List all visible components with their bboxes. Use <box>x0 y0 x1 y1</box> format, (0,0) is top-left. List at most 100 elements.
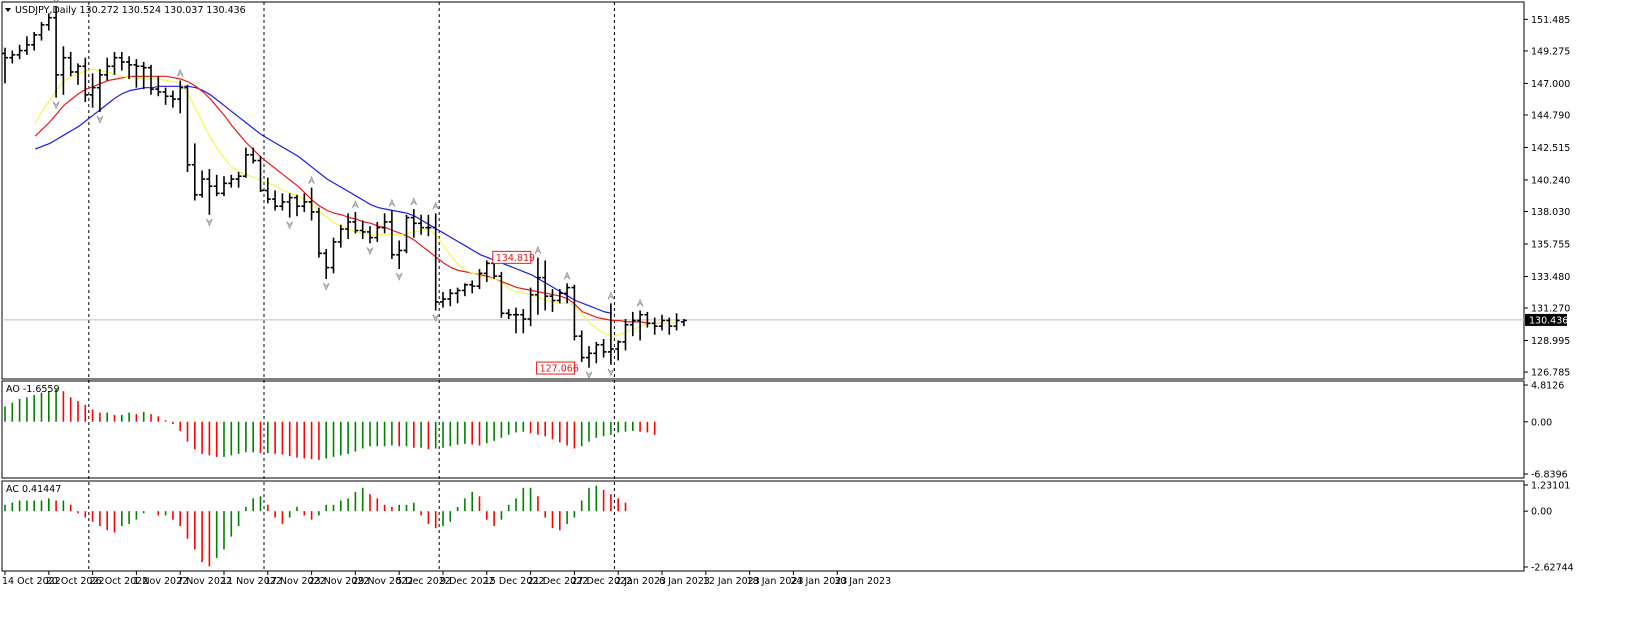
ac-histogram <box>4 485 627 567</box>
price-tick-label: 126.785 <box>1531 368 1570 379</box>
date-label: 15 Dec 2022 <box>484 576 545 587</box>
ma-yellow-line <box>34 68 678 337</box>
indicator-tick-label: 0.00 <box>1531 507 1552 518</box>
ao-histogram <box>4 388 656 460</box>
fractal-down-arrow <box>286 221 293 230</box>
date-label: 6 Jan 2023 <box>659 576 710 587</box>
price-tick-label: 142.515 <box>1531 143 1570 154</box>
ohlc-bar <box>586 346 592 368</box>
ohlc-bar <box>75 63 81 85</box>
ohlc-bar <box>461 283 468 297</box>
ohlc-bar <box>425 214 432 237</box>
date-label: 2 Jan 2023 <box>615 576 666 587</box>
fractal-up-arrow <box>534 245 542 254</box>
ohlc-bar <box>629 311 636 337</box>
ohlc-bar <box>191 143 198 201</box>
ohlc-bar <box>162 87 169 105</box>
ohlc-bar <box>337 224 344 248</box>
date-label: 29 Nov 2022 <box>352 576 413 587</box>
ohlc-bar <box>264 177 271 204</box>
date-label: 1 Nov 2022 <box>133 576 188 587</box>
ohlc-bar <box>593 341 600 364</box>
price-axis: 151.485 149.275 147.000 144.790 142.515 140.2… <box>1524 15 1574 574</box>
price-tick-label: 138.030 <box>1531 207 1570 218</box>
ohlc-bar <box>476 269 483 290</box>
date-label: 11 Nov 2022 <box>221 576 282 587</box>
ohlc-bar <box>673 313 680 331</box>
fractal-arrows <box>52 0 644 380</box>
price-tick-label: 133.480 <box>1531 272 1570 283</box>
ohlc-bar <box>680 319 687 327</box>
indicator-tick-label: -2.62744 <box>1531 563 1574 574</box>
ohlc-bar <box>367 226 373 244</box>
date-label: 18 Jan 2023 <box>747 576 804 587</box>
fractal-down-arrow <box>52 101 60 110</box>
ohlc-bar <box>133 59 140 88</box>
ohlc-bar <box>359 220 366 240</box>
ohlc-bar <box>323 249 330 280</box>
ohlc-bar <box>374 221 381 242</box>
ohlc-bar <box>89 73 96 108</box>
ohlc-bar <box>644 311 651 328</box>
price-tick-label: 131.270 <box>1531 304 1570 315</box>
fractal-up-arrow <box>636 298 644 307</box>
ohlc-bar <box>184 84 191 172</box>
chart-frames <box>1 1 1525 572</box>
ohlc-bar <box>60 46 67 95</box>
ohlc-bar <box>213 174 220 197</box>
date-label: 24 Jan 2023 <box>790 576 847 587</box>
current-price-label: 130.436 <box>1529 315 1568 326</box>
fractal-down-arrow <box>206 218 213 227</box>
date-label: 27 Dec 2022 <box>571 576 632 587</box>
price-bars <box>2 6 687 368</box>
fractal-up-arrow <box>176 68 184 77</box>
fractal-down-arrow <box>607 368 615 377</box>
ohlc-bar <box>556 289 563 304</box>
ohlc-bar <box>279 193 286 211</box>
fractal-down-arrow <box>366 247 374 256</box>
ohlc-bar <box>381 213 388 234</box>
ohlc-bar <box>235 171 242 188</box>
date-label: 14 Oct 2022 <box>2 576 61 587</box>
fractal-up-arrow <box>352 200 359 209</box>
ohlc-bar <box>53 6 60 98</box>
ohlc-bar <box>388 210 395 260</box>
ohlc-bar <box>498 271 505 318</box>
moving-averages <box>34 68 678 337</box>
ohlc-bar <box>513 307 519 334</box>
ohlc-bar <box>403 214 410 254</box>
ohlc-bar <box>659 314 665 331</box>
date-label: 7 Nov 2022 <box>177 576 232 587</box>
fractal-down-arrow <box>432 314 439 323</box>
ohlc-bar <box>352 211 359 234</box>
ohlc-bar <box>169 90 176 108</box>
fractal-up-arrow <box>308 175 315 184</box>
date-label: 21 Dec 2022 <box>528 576 589 587</box>
ohlc-bar <box>206 169 213 215</box>
pane-frame <box>1 1 1525 380</box>
ohlc-bar <box>221 176 227 197</box>
price-tick-label: 147.000 <box>1531 79 1570 90</box>
ohlc-bar <box>118 51 125 71</box>
ohlc-bar <box>622 319 629 351</box>
fractal-up-arrow <box>607 291 615 300</box>
ohlc-bar <box>432 213 439 311</box>
indicator-tick-label: -6.8396 <box>1531 470 1568 481</box>
symbol-header: USDJPY,Daily 130.272 130.524 130.037 130… <box>15 5 246 16</box>
ohlc-bar <box>126 56 133 80</box>
ohlc-bar <box>666 317 673 335</box>
ma-red-line <box>34 75 663 324</box>
ohlc-bar <box>440 291 446 308</box>
ohlc-bar <box>16 44 23 60</box>
ohlc-bar <box>330 237 337 274</box>
price-tick-label: 135.755 <box>1531 239 1570 250</box>
ma-blue-line <box>34 85 613 314</box>
ohlc-bar <box>23 36 30 55</box>
ohlc-bar <box>564 283 571 304</box>
pane-frame <box>1 380 1525 479</box>
ohlc-bar <box>345 213 352 240</box>
ohlc-bar <box>250 147 257 164</box>
ohlc-bar <box>286 193 293 218</box>
ac-label: AC 0.41447 <box>6 484 61 495</box>
